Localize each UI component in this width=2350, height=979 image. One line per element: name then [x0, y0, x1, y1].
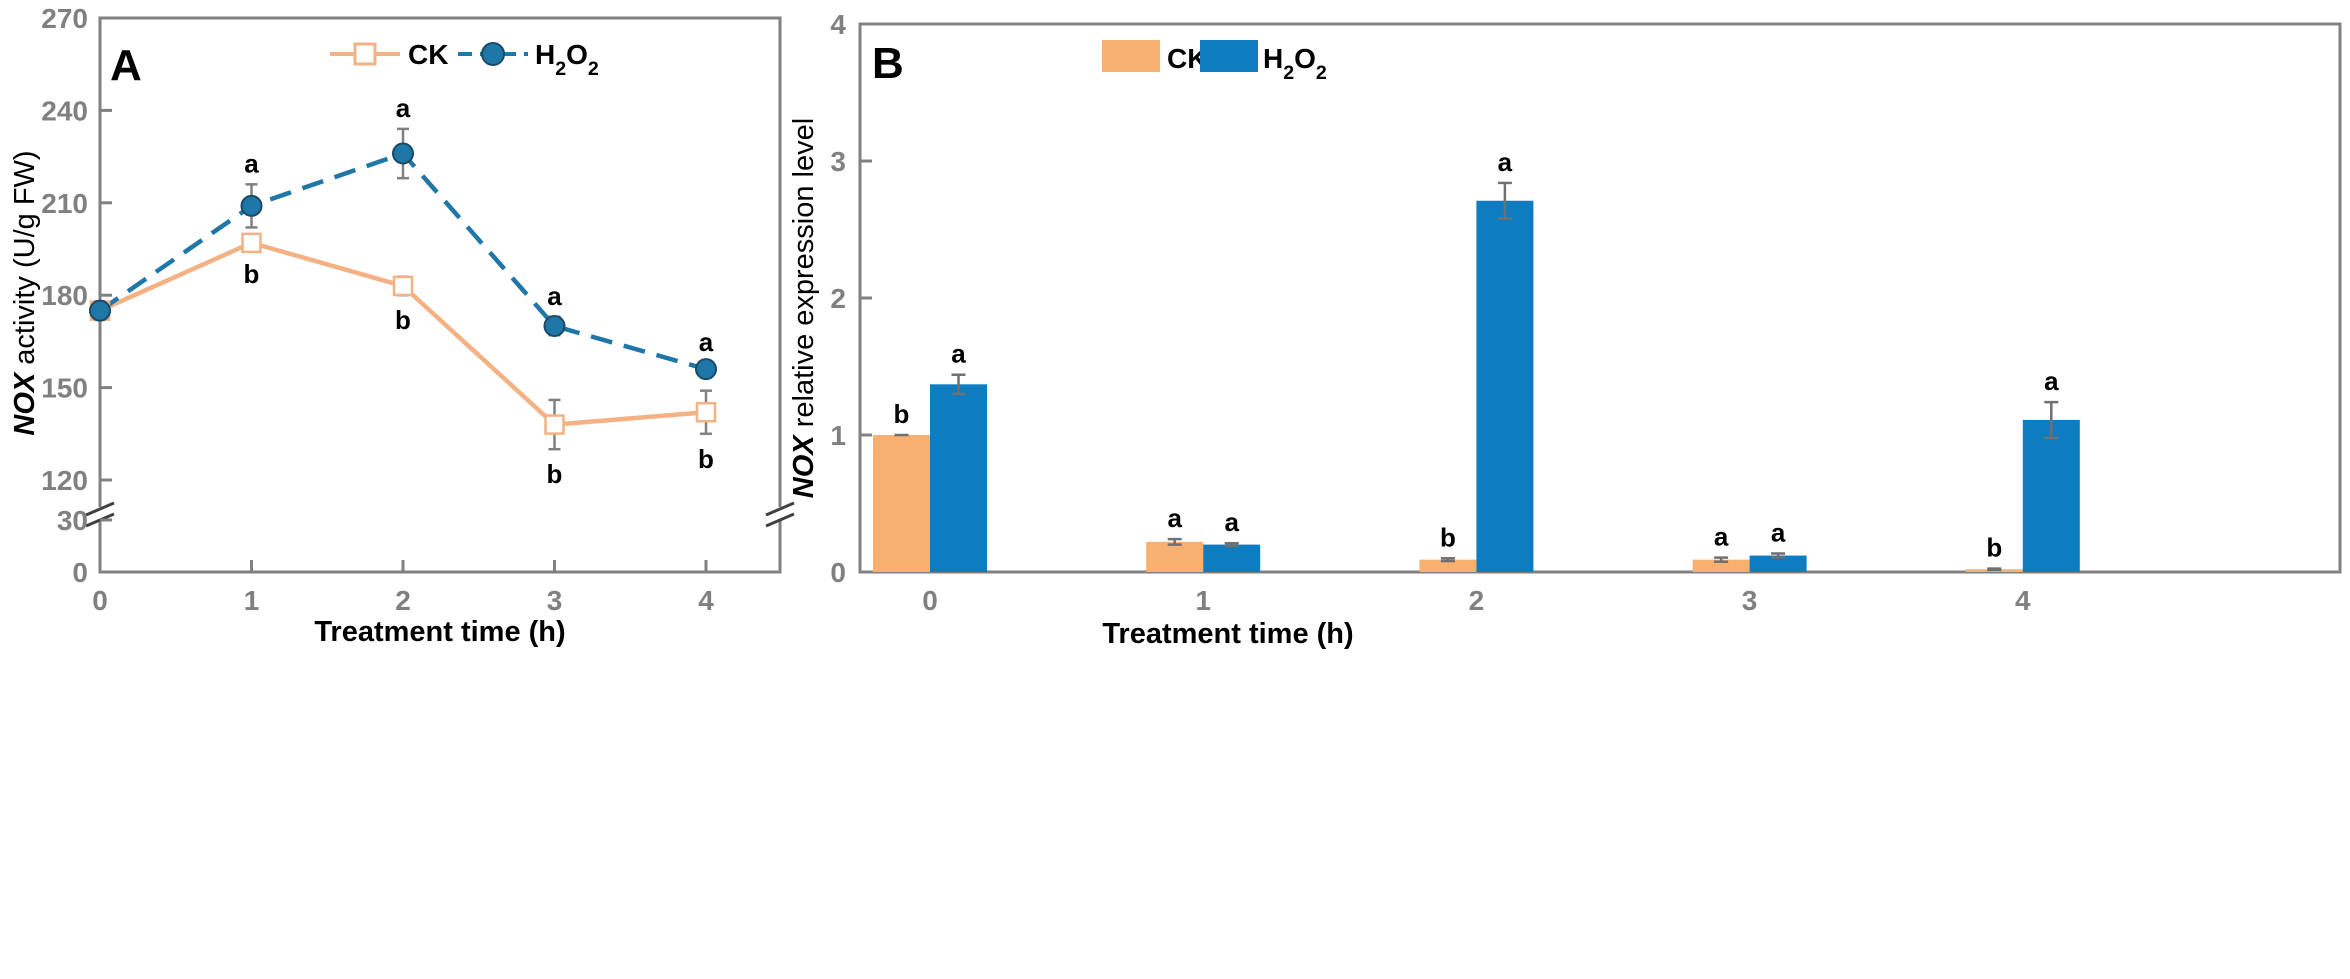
series-line-h2o2 — [98, 150, 707, 372]
data-point-h2o2 — [392, 142, 414, 165]
y-tick-label: 1 — [830, 420, 846, 451]
significance-label: a — [1224, 507, 1239, 537]
x-axis-label: Treatment time (h) — [314, 616, 565, 648]
legend-swatch-ck — [1102, 40, 1160, 72]
significance-label: b — [1440, 522, 1456, 552]
legend-label-h2o2: H2O2 — [535, 39, 599, 80]
plot-frame-a — [98, 16, 782, 574]
data-point-h2o2 — [240, 194, 263, 217]
x-tick-label: 0 — [92, 585, 108, 616]
y-tick-label: 120 — [41, 465, 88, 496]
significance-label: b — [244, 259, 260, 289]
significance-label: a — [1714, 522, 1729, 552]
y-tick-label: 210 — [41, 188, 88, 219]
y-tick-label: 3 — [830, 146, 846, 177]
panel-letter-a: A — [110, 41, 142, 90]
panel-b: 0 1 2 3 4 0 1 2 3 4 Treatment time (h) NOX relative… — [788, 9, 2342, 650]
axis-break-mark — [765, 501, 795, 517]
bar-h2o2 — [1203, 544, 1261, 572]
significance-label: b — [1986, 533, 2002, 563]
data-point-h2o2 — [695, 358, 717, 381]
x-tick-label: 2 — [1469, 585, 1485, 616]
data-point-h2o2 — [89, 299, 111, 322]
legend-label-h2o2: H2O2 — [1263, 43, 1327, 84]
bar-ck — [1419, 559, 1477, 572]
significance-label: a — [547, 281, 562, 311]
x-tick-label: 4 — [698, 585, 714, 616]
significance-label: a — [2044, 366, 2059, 396]
bar-h2o2 — [1476, 200, 1534, 573]
significance-label: b — [894, 399, 910, 429]
y-tick-label: 0 — [830, 557, 846, 588]
significance-label: b — [395, 305, 411, 335]
legend-marker-ck — [353, 42, 377, 66]
legend-label-ck: CK — [408, 39, 448, 70]
significance-label: a — [396, 93, 411, 123]
panel-a: 120 150 180 210 240 270 0 30 0 1 2 3 4 Treatment time… — [9, 3, 795, 648]
significance-label: a — [951, 339, 966, 369]
y-axis-label: NOX activity (U/g FW) — [9, 150, 41, 435]
x-axis-label: Treatment time (h) — [1102, 618, 1353, 650]
legend-swatch-h2o2 — [1200, 40, 1258, 72]
y-tick-label: 4 — [830, 9, 846, 40]
plot-frame-b — [858, 22, 2342, 574]
significance-label: b — [698, 444, 714, 474]
y-tick-label: 0 — [72, 557, 88, 588]
x-tick-label: 0 — [922, 585, 938, 616]
y-tick-label: 150 — [41, 373, 88, 404]
legend-marker-h2o2 — [481, 42, 505, 66]
axis-break-mark — [765, 512, 795, 528]
significance-label: a — [1498, 147, 1513, 177]
bar-h2o2 — [930, 384, 987, 572]
bar-ck — [1692, 559, 1750, 572]
x-tick-label: 4 — [2015, 585, 2031, 616]
x-tick-label: 1 — [244, 585, 260, 616]
x-tick-label: 2 — [395, 585, 411, 616]
y-axis-label: NOX relative expression level — [788, 118, 820, 498]
bar-h2o2 — [2022, 419, 2080, 572]
panel-letter-b: B — [872, 39, 904, 88]
y-tick-label: 2 — [830, 283, 846, 314]
y-tick-label: 240 — [41, 95, 88, 126]
x-tick-label: 1 — [1195, 585, 1211, 616]
axis-break-mark — [85, 501, 115, 517]
y-tick-label: 30 — [57, 505, 88, 536]
data-point-ck — [241, 232, 262, 254]
significance-label: a — [244, 148, 259, 178]
significance-label: a — [1167, 503, 1182, 533]
x-tick-label: 3 — [547, 585, 563, 616]
bar-h2o2 — [1749, 555, 1807, 572]
data-point-h2o2 — [543, 315, 566, 337]
significance-label: a — [699, 327, 714, 357]
data-point-ck — [544, 414, 565, 435]
data-point-ck — [392, 275, 414, 297]
x-tick-label: 3 — [1742, 585, 1758, 616]
y-tick-label: 270 — [41, 3, 88, 34]
significance-label: a — [1771, 518, 1786, 548]
significance-label: b — [547, 459, 563, 489]
y-tick-label: 180 — [41, 280, 88, 311]
data-point-ck — [695, 401, 717, 423]
bar-ck — [1146, 541, 1204, 572]
bar-ck — [873, 435, 930, 572]
